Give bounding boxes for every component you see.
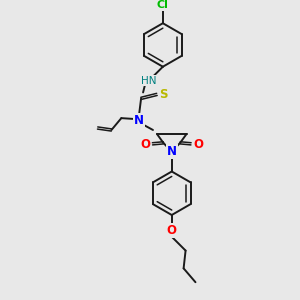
Text: HN: HN	[141, 76, 157, 85]
Text: N: N	[167, 145, 177, 158]
Text: O: O	[193, 138, 203, 151]
Text: S: S	[160, 88, 168, 101]
Text: O: O	[167, 224, 177, 237]
Text: N: N	[134, 114, 144, 127]
Text: Cl: Cl	[157, 0, 169, 11]
Text: O: O	[141, 138, 151, 151]
